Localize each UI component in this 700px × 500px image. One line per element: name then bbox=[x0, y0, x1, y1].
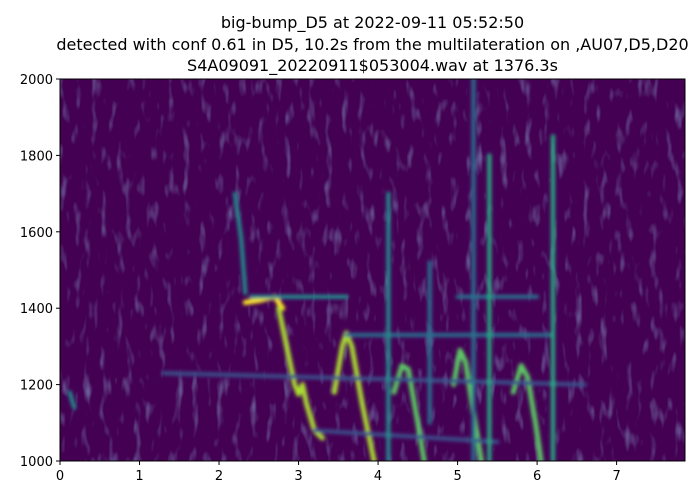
x-tick-label: 2 bbox=[215, 469, 223, 484]
x-tick-label: 3 bbox=[294, 469, 302, 484]
y-tick-label: 1400 bbox=[20, 302, 53, 317]
y-tick-label: 1000 bbox=[20, 455, 53, 470]
x-tick-label: 0 bbox=[56, 469, 64, 484]
y-tick-label: 1600 bbox=[20, 226, 53, 241]
call-track bbox=[331, 330, 377, 461]
plot-frame bbox=[59, 78, 686, 462]
y-tick-label: 2000 bbox=[20, 73, 53, 88]
call-track bbox=[232, 191, 248, 295]
noise-texture bbox=[60, 79, 685, 461]
y-tick-label: 1200 bbox=[20, 379, 53, 394]
x-tick-label: 1 bbox=[135, 469, 143, 484]
call-track bbox=[67, 390, 77, 410]
call-track bbox=[312, 428, 500, 444]
x-tick-label: 4 bbox=[374, 469, 382, 484]
call-track bbox=[510, 363, 544, 461]
chart-title-line-3: S4A09091_20220911$053004.wav at 1376.3s bbox=[187, 56, 558, 75]
x-tick-label: 6 bbox=[533, 469, 541, 484]
x-tick-label: 7 bbox=[612, 469, 620, 484]
y-tick-label: 1800 bbox=[20, 149, 53, 164]
chart-title-line-1: big-bump_D5 at 2022-09-11 05:52:50 bbox=[220, 13, 525, 32]
call-track bbox=[161, 371, 587, 387]
x-tick-label: 5 bbox=[453, 469, 461, 484]
call-track bbox=[276, 305, 325, 441]
call-track bbox=[451, 347, 484, 461]
chart-title-line-2: detected with conf 0.61 in D5, 10.2s fro… bbox=[56, 35, 689, 54]
